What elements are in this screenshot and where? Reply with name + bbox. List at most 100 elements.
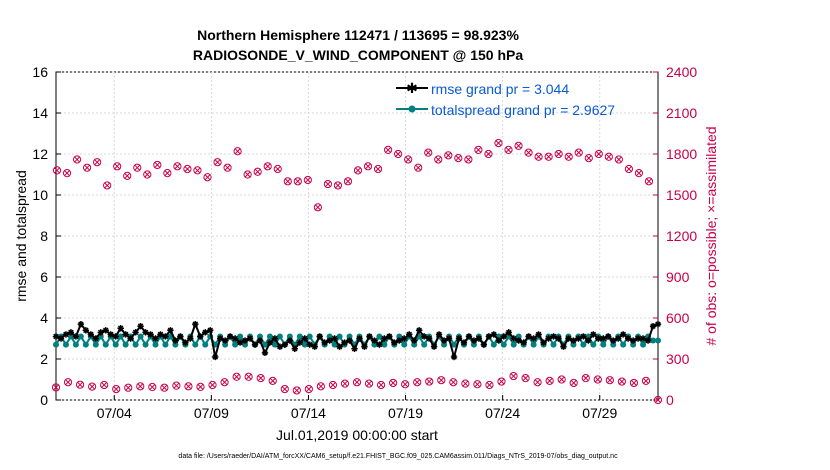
obs-assimilated-marker [355, 167, 361, 174]
obs-assimilated-marker [445, 152, 452, 159]
rmse-point [286, 337, 294, 344]
obs-assimilated-marker [104, 182, 111, 189]
obs-possible-marker [328, 380, 338, 390]
obs-count-point [644, 177, 654, 186]
totalspread-point [256, 333, 263, 340]
obs-assimilated-marker [495, 140, 502, 147]
obs-count-point [504, 145, 513, 154]
y-tick-label: 2 [40, 351, 48, 367]
totalspread-point [82, 341, 89, 348]
obs-possible-marker [404, 155, 413, 164]
y-tick-label: 12 [32, 146, 48, 162]
rmse-point [127, 335, 134, 342]
obs-possible-marker [593, 375, 602, 384]
rmse-point [644, 337, 652, 344]
rmse-point [624, 335, 632, 342]
obs-assimilated-marker [74, 156, 81, 163]
obs-possible-marker [233, 147, 242, 156]
rmse-point [326, 337, 333, 344]
totalspread-point [152, 341, 159, 348]
rmse-point [361, 343, 368, 350]
totalspread-point [640, 341, 647, 348]
obs-count-point [394, 149, 403, 159]
obs-possible-marker [494, 138, 503, 148]
obs-count-point [605, 376, 614, 385]
obs-assimilated-marker [582, 375, 589, 382]
obs-assimilated-marker [655, 397, 661, 403]
obs-count-point [514, 141, 523, 150]
obs-possible-marker [313, 203, 322, 212]
obs-count-point [404, 155, 413, 164]
obs-assimilated-marker [194, 167, 201, 174]
obs-count-point [183, 164, 192, 174]
obs-possible-marker [384, 145, 393, 154]
obs-possible-marker [413, 378, 422, 387]
obs-assimilated-marker [474, 381, 481, 388]
obs-possible-marker [581, 374, 590, 383]
obs-possible-marker [444, 151, 453, 160]
obs-possible-marker [574, 148, 583, 157]
obs-count-point [62, 169, 72, 178]
obs-assimilated-marker [137, 383, 144, 390]
obs-assimilated-marker [197, 383, 204, 390]
legend-rmse: rmse grand pr = 3.044 [431, 81, 569, 97]
chart-subtitle: RADIOSONDE_V_WIND_COMPONENT @ 150 hPa [193, 47, 523, 63]
obs-assimilated-marker [254, 168, 261, 175]
obs-possible-marker [75, 380, 85, 389]
rmse-point [77, 320, 85, 328]
obs-possible-marker [208, 380, 217, 390]
obs-possible-marker [534, 152, 543, 161]
obs-possible-marker [474, 145, 483, 154]
rmse-point [510, 335, 517, 342]
obs-count-point [263, 162, 272, 171]
obs-assimilated-marker [390, 379, 397, 386]
obs-possible-marker [340, 379, 350, 388]
totalspread-point [117, 333, 124, 340]
obs-count-point [434, 155, 443, 164]
obs-assimilated-marker [486, 382, 493, 388]
obs-count-point [93, 158, 102, 167]
obs-assimilated-marker [635, 170, 642, 177]
obs-assimilated-marker [113, 386, 120, 393]
footer-datafile: data file: /Users/raeder/DAI/ATM_forcXX/… [178, 453, 618, 460]
chart-title: Northern Hemisphere 112471 / 113695 = 98… [197, 27, 519, 43]
obs-assimilated-marker [646, 178, 652, 185]
rmse-point [197, 333, 204, 340]
x-axis-label: Jul.01,2019 00:00:00 start [276, 427, 438, 443]
obs-possible-marker [273, 164, 282, 174]
obs-possible-marker [373, 164, 383, 174]
obs-possible-marker [143, 170, 152, 179]
obs-count-point [413, 378, 422, 387]
obs-assimilated-marker [144, 171, 151, 178]
totalspread-point [112, 341, 119, 348]
obs-possible-marker [223, 163, 232, 172]
obs-count-point [564, 152, 573, 161]
obs-assimilated-marker [284, 178, 291, 185]
obs-possible-marker [605, 376, 614, 385]
obs-possible-marker [124, 383, 133, 392]
rmse-point [212, 353, 219, 361]
obs-count-point [641, 376, 651, 385]
obs-count-point [304, 384, 313, 394]
obs-count-point [534, 152, 543, 161]
obs-count-point [384, 145, 393, 154]
obs-assimilated-marker [405, 156, 412, 163]
obs-count-point [624, 164, 634, 174]
obs-possible-marker [63, 378, 73, 387]
obs-possible-marker [268, 376, 277, 385]
obs-assimilated-marker [402, 381, 409, 388]
rmse-point [590, 331, 597, 338]
y-tick-label: 16 [32, 64, 48, 80]
obs-count-point [163, 169, 172, 178]
x-tick-label: 07/09 [194, 405, 229, 421]
obs-assimilated-marker [245, 373, 252, 380]
rmse-point [207, 327, 214, 334]
obs-possible-marker [514, 141, 523, 150]
obs-assimilated-marker [546, 377, 553, 384]
obs-count-point [112, 384, 121, 394]
obs-count-point [172, 381, 181, 390]
rmse-point [396, 337, 403, 344]
rmse-point [251, 341, 259, 348]
totalspread-point [650, 337, 657, 344]
obs-assimilated-marker [565, 153, 572, 160]
